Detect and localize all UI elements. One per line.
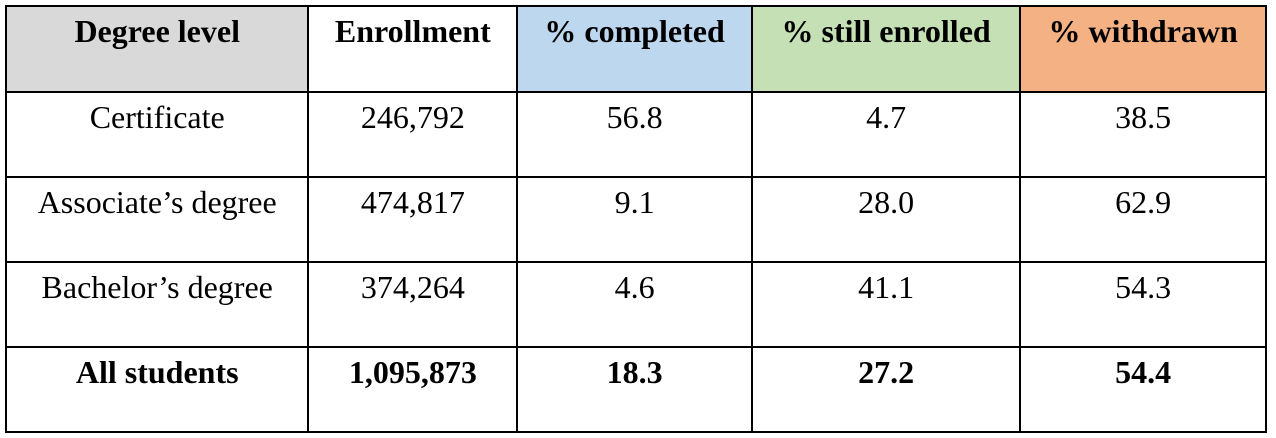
table-cell: 374,264 xyxy=(307,261,519,348)
total-row: All students 1,095,873 18.3 27.2 54.4 xyxy=(4,346,1267,433)
table-cell: 18.3 xyxy=(516,346,753,433)
header-cell: Enrollment xyxy=(307,5,519,93)
header-cell: % still enrolled xyxy=(750,5,1022,93)
table-cell: 4.6 xyxy=(516,261,753,348)
table-cell: 38.5 xyxy=(1019,91,1267,178)
table-row: Associate’s degree 474,817 9.1 28.0 62.9 xyxy=(4,176,1267,263)
header-cell: % withdrawn xyxy=(1019,5,1267,93)
header-row: Degree level Enrollment% completed% still… xyxy=(4,5,1267,93)
table-cell: 27.2 xyxy=(750,346,1022,433)
header-cell: % completed xyxy=(516,5,753,93)
table-cell: Associate’s degree xyxy=(4,176,310,263)
table-cell: 41.1 xyxy=(750,261,1022,348)
table-cell: 62.9 xyxy=(1019,176,1267,263)
data-table: Degree level Enrollment% completed% still… xyxy=(4,5,1267,433)
table-cell: 28.0 xyxy=(750,176,1022,263)
table-cell: 246,792 xyxy=(307,91,519,178)
table-cell: 54.4 xyxy=(1019,346,1267,433)
table-cell: 54.3 xyxy=(1019,261,1267,348)
table-cell: All students xyxy=(4,346,310,433)
table-cell: 1,095,873 xyxy=(307,346,519,433)
table-cell: 9.1 xyxy=(516,176,753,263)
table-row: Bachelor’s degree 374,264 4.6 41.1 54.3 xyxy=(4,261,1267,348)
table-body: Certificate 246,792 56.8 4.7 38.5 Associate’s… xyxy=(4,91,1267,433)
table-cell: Bachelor’s degree xyxy=(4,261,310,348)
table-cell: 4.7 xyxy=(750,91,1022,178)
table-cell: Certificate xyxy=(4,91,310,178)
table-cell: 56.8 xyxy=(516,91,753,178)
table-row: Certificate 246,792 56.8 4.7 38.5 xyxy=(4,91,1267,178)
header-cell: Degree level xyxy=(4,5,310,93)
table-cell: 474,817 xyxy=(307,176,519,263)
